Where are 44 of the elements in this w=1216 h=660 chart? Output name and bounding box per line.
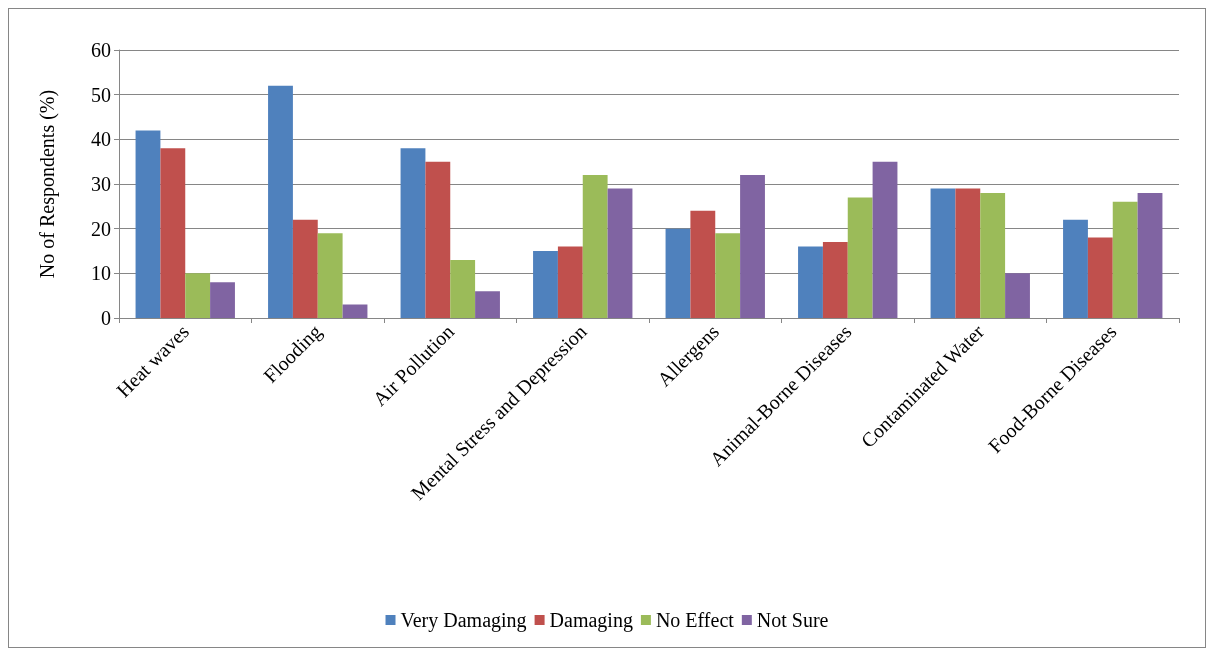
bar bbox=[425, 161, 451, 318]
bar bbox=[690, 210, 716, 318]
bar bbox=[135, 130, 161, 318]
bar bbox=[582, 175, 608, 318]
y-tick-label: 0 bbox=[101, 307, 111, 329]
y-tick-label: 40 bbox=[91, 128, 111, 151]
bar bbox=[160, 148, 186, 318]
bar bbox=[185, 273, 211, 318]
bar bbox=[665, 228, 691, 318]
bar bbox=[872, 161, 898, 318]
bar bbox=[533, 251, 558, 318]
legend-label: No Effect bbox=[655, 609, 735, 631]
bar bbox=[847, 197, 873, 318]
bar bbox=[1112, 201, 1138, 318]
y-tick-label: 60 bbox=[91, 39, 111, 61]
bar bbox=[475, 291, 500, 318]
bar bbox=[1063, 219, 1088, 318]
y-axis-title: No of Respondents (%) bbox=[36, 89, 59, 279]
bar bbox=[980, 192, 1006, 318]
legend-label: Very Damaging bbox=[400, 609, 527, 632]
bar bbox=[607, 188, 633, 318]
bar bbox=[1087, 237, 1113, 318]
bar bbox=[557, 246, 583, 318]
legend-label: Damaging bbox=[549, 609, 633, 632]
bar bbox=[798, 246, 823, 318]
bar bbox=[822, 242, 848, 318]
bar bbox=[1005, 273, 1030, 318]
legend-label: Not Sure bbox=[756, 609, 829, 631]
bar bbox=[342, 304, 368, 318]
bar bbox=[292, 219, 318, 318]
bar bbox=[740, 175, 765, 318]
y-tick-label: 50 bbox=[91, 83, 111, 106]
bar bbox=[450, 259, 476, 318]
bar bbox=[1137, 192, 1163, 318]
bar bbox=[400, 148, 426, 318]
y-tick-label: 10 bbox=[91, 262, 111, 285]
bar bbox=[930, 188, 956, 318]
bar bbox=[210, 282, 235, 318]
y-tick-label: 20 bbox=[91, 217, 111, 240]
bar bbox=[268, 85, 293, 318]
y-tick-label: 30 bbox=[91, 173, 111, 195]
bar bbox=[317, 233, 343, 318]
bar bbox=[715, 233, 741, 318]
bar bbox=[955, 188, 981, 318]
